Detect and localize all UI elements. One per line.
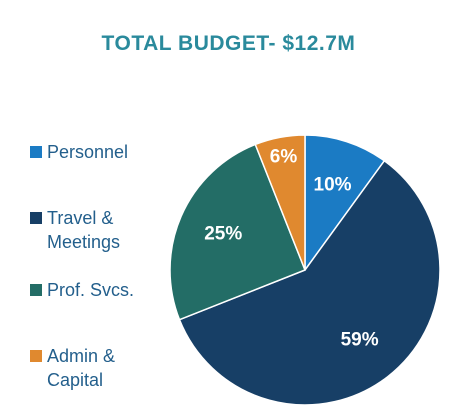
data-label: 59% xyxy=(341,329,379,350)
legend-swatch xyxy=(30,212,42,224)
legend-swatch xyxy=(30,146,42,158)
pie-slice xyxy=(254,134,306,271)
legend-label: Travel & Meetings xyxy=(47,208,121,252)
legend-label: Admin & Capital xyxy=(47,346,116,390)
pie-slice xyxy=(178,159,441,406)
legend-label: Personnel xyxy=(47,142,129,162)
data-label: 6% xyxy=(270,146,298,167)
data-label: 25% xyxy=(204,224,242,245)
legend-label: Prof. Svcs. xyxy=(47,280,135,300)
legend-swatch xyxy=(30,284,42,296)
data-label: 10% xyxy=(314,174,352,195)
legend-swatch xyxy=(30,350,42,362)
pie-slice xyxy=(169,143,306,321)
chart-title: TOTAL BUDGET- $12.7M xyxy=(101,32,356,55)
pie-slice xyxy=(304,134,386,273)
